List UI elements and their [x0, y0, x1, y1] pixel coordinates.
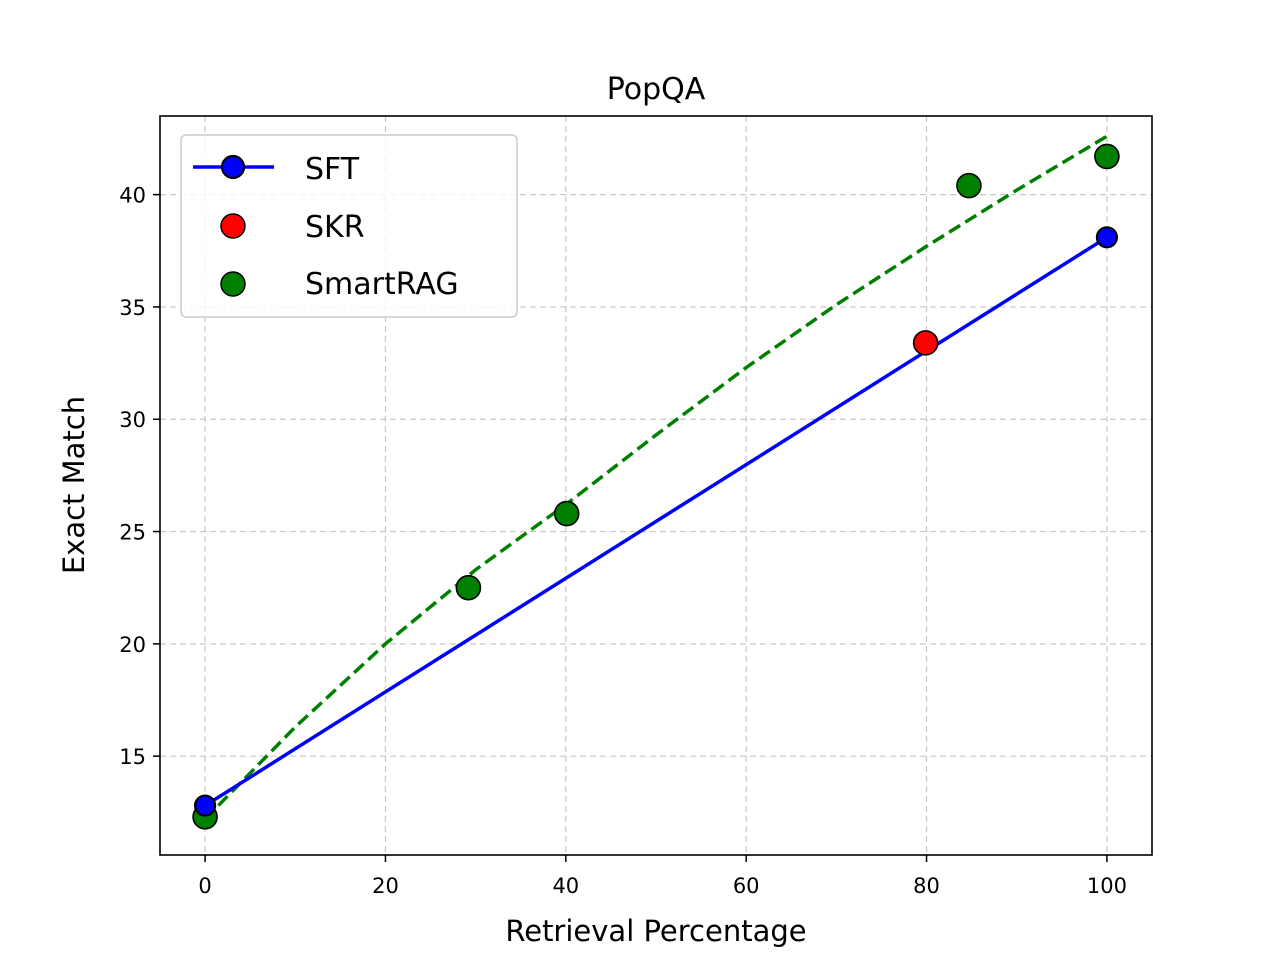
y-tick-label: 15: [119, 745, 146, 769]
legend-box: [180, 134, 518, 318]
legend-skr-marker: [220, 213, 246, 239]
axes-frame: [159, 115, 1153, 856]
x-tick-label: 60: [733, 874, 760, 898]
chart-title: PopQA: [607, 72, 706, 107]
sft-line: [204, 235, 1108, 808]
skr-point: [912, 330, 939, 356]
y-tick-label: 30: [119, 408, 146, 432]
sft-point: [193, 794, 217, 817]
legend-smartrag-marker: [220, 271, 246, 297]
x-tick-label: 40: [552, 874, 579, 898]
x-tick-label: 100: [1087, 874, 1127, 898]
y-tick-label: 20: [119, 633, 146, 657]
legend-smartrag-label: SmartRAG: [305, 267, 459, 302]
sft-point: [1095, 226, 1119, 249]
legend: SFT SKR SmartRAG: [180, 134, 518, 318]
smartrag-point: [455, 574, 482, 601]
x-tick-label: 20: [372, 874, 399, 898]
axis-ticks: 0 20 40 60 80 100 15 20 25 30 35 40: [119, 184, 1127, 898]
smartrag-point: [553, 500, 580, 527]
y-tick-label: 40: [119, 184, 146, 208]
y-axis-label: Exact Match: [57, 396, 91, 574]
plot-area: [192, 134, 1120, 830]
y-tick-label: 25: [119, 521, 146, 545]
smartrag-fit-curve: [203, 134, 1108, 821]
x-tick-label: 0: [198, 874, 211, 898]
smartrag-point: [956, 172, 982, 199]
smartrag-point: [1094, 143, 1120, 170]
x-tick-label: 80: [913, 874, 940, 898]
legend-sft-marker: [220, 154, 246, 180]
x-axis-label: Retrieval Percentage: [505, 914, 806, 948]
legend-sft-label: SFT: [305, 152, 360, 187]
y-tick-label: 35: [119, 296, 146, 320]
legend-skr-label: SKR: [305, 210, 365, 245]
